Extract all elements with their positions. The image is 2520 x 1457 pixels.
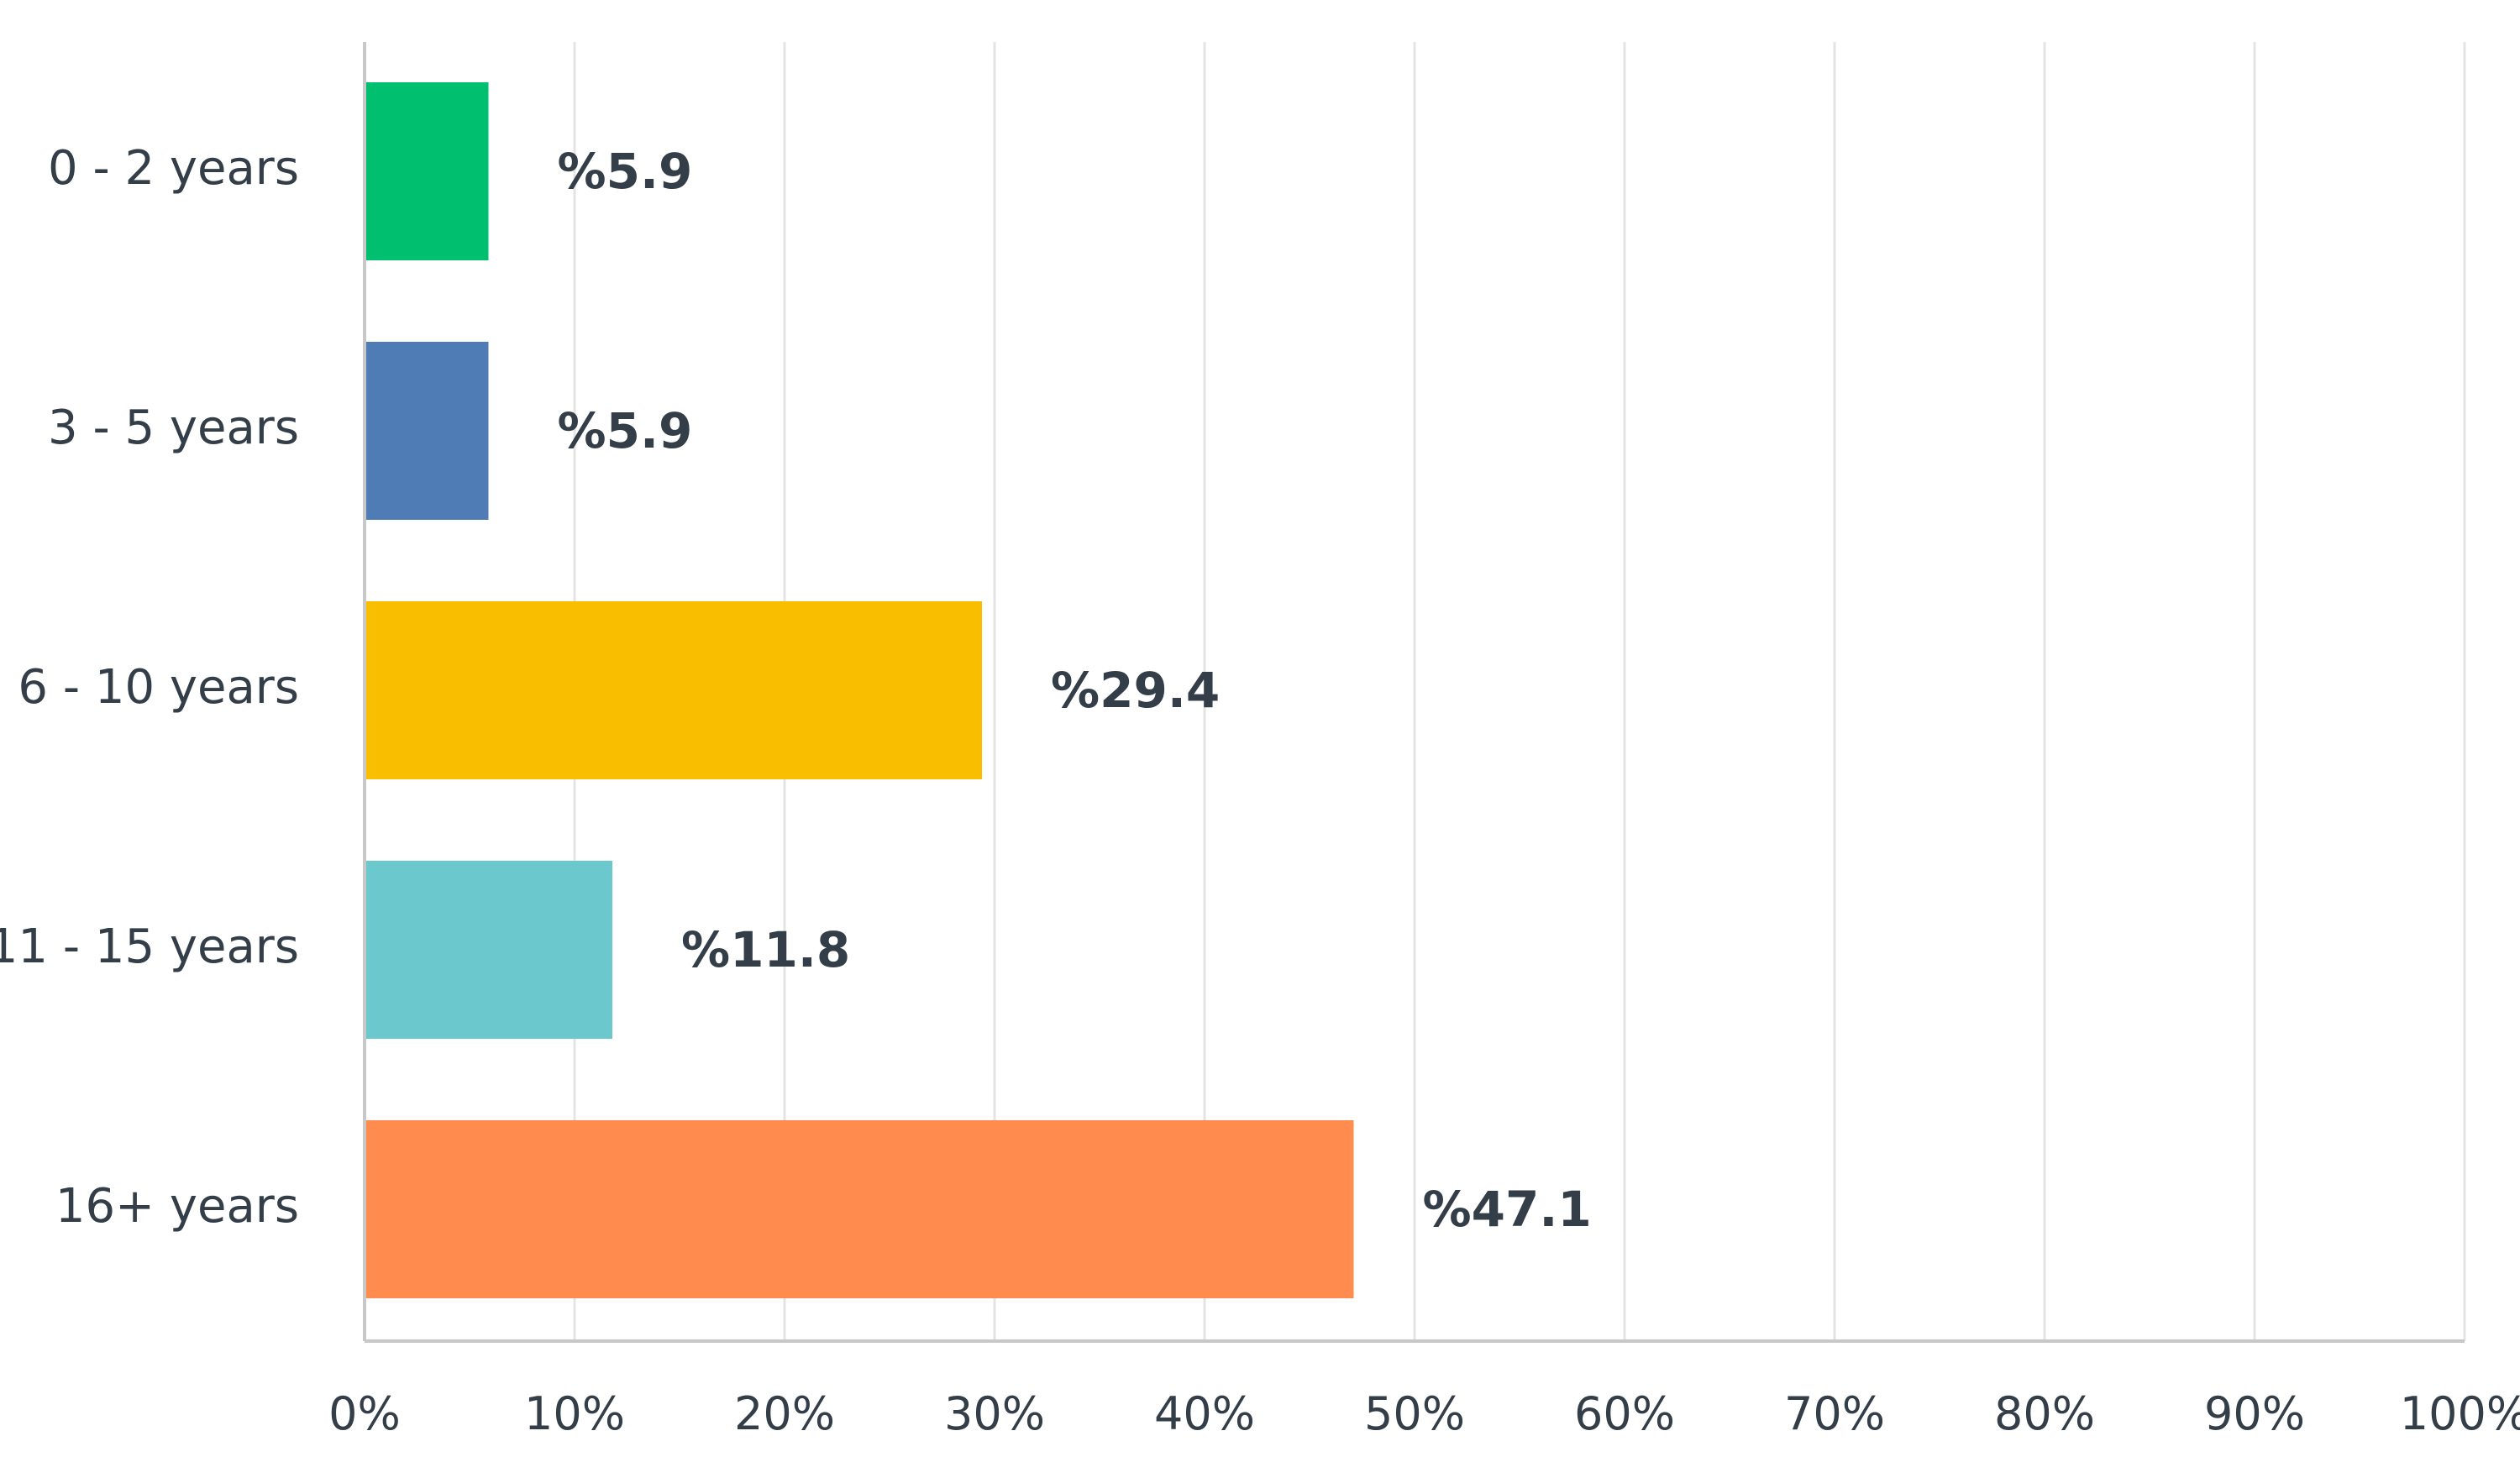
x-tick-label-70: 70% — [1784, 1387, 1885, 1440]
bars — [365, 82, 1354, 1298]
bar-2 — [365, 601, 982, 779]
category-label-0: 0 - 2 years — [48, 141, 299, 196]
x-tick-label-50: 50% — [1364, 1387, 1465, 1440]
category-label-1: 3 - 5 years — [48, 401, 299, 455]
data-label-1: %5.9 — [558, 402, 693, 459]
x-tick-label-20: 20% — [734, 1387, 835, 1440]
bar-3 — [365, 861, 612, 1039]
data-label-4: %47.1 — [1423, 1181, 1592, 1238]
category-label-3: 11 - 15 years — [0, 920, 299, 974]
x-tick-label-10: 10% — [524, 1387, 625, 1440]
x-tick-label-0: 0% — [328, 1387, 401, 1440]
axes — [363, 42, 2465, 1343]
labels: 0% 10% 20% 30% 40% 50% 60% 70% 80% 90% 100% 0 - 2 y… — [0, 141, 2520, 1440]
gridlines — [573, 42, 2466, 1341]
x-tick-label-90: 90% — [2204, 1387, 2305, 1440]
x-tick-label-80: 80% — [1994, 1387, 2095, 1440]
data-label-0: %5.9 — [558, 143, 693, 200]
category-label-2: 6 - 10 years — [18, 660, 299, 715]
data-label-2: %29.4 — [1051, 662, 1220, 719]
x-tick-label-30: 30% — [944, 1387, 1045, 1440]
bar-1 — [365, 342, 489, 520]
bar-4 — [365, 1120, 1354, 1298]
x-tick-label-40: 40% — [1154, 1387, 1255, 1440]
data-label-3: %11.8 — [681, 921, 850, 978]
bar-0 — [365, 82, 489, 260]
category-label-4: 16+ years — [55, 1179, 299, 1234]
x-tick-label-60: 60% — [1574, 1387, 1675, 1440]
x-tick-label-100: 100% — [2400, 1387, 2520, 1440]
